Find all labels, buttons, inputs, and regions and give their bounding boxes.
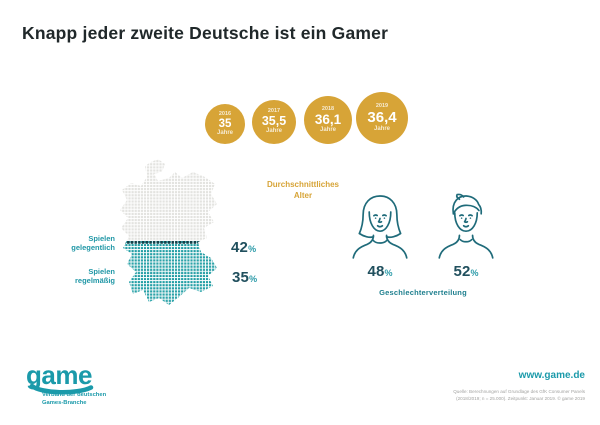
- age-circle-year: 2016: [218, 110, 232, 117]
- man-icon: [438, 193, 494, 259]
- age-circle-value: 36,1: [314, 111, 342, 127]
- average-age-caption-line2: Alter: [293, 190, 313, 200]
- age-circle-year: 2018: [321, 105, 335, 112]
- game-logo-tagline-line1: Verband der deutschen: [42, 392, 107, 398]
- age-circle-year: 2019: [375, 103, 389, 110]
- woman-icon: [352, 195, 408, 259]
- value-gender-male-unit: %: [470, 268, 479, 278]
- gender-caption: Geschlechterverteilung: [379, 288, 467, 297]
- game-logo: game: [26, 360, 92, 390]
- website-link[interactable]: www.game.de: [518, 370, 585, 381]
- source-note-line1: Quelle: Berechnungen auf Grundlage des G…: [453, 389, 585, 394]
- value-play-occasional-number: 42: [231, 239, 249, 256]
- age-circle-unit: Jahre: [216, 129, 233, 136]
- age-circle-value: 35: [218, 117, 232, 130]
- value-gender-female-unit: %: [384, 268, 393, 278]
- label-play-regular-line1: Spielen: [88, 267, 115, 276]
- age-circle-2019: 2019 36,4 Jahre: [356, 92, 408, 144]
- source-note-line2: (2018/2019; n = 25.000). Zeitpunkt: Janu…: [456, 396, 585, 402]
- age-circle-unit: Jahre: [373, 125, 390, 132]
- age-circle-2016: 2016 35 Jahre: [205, 104, 245, 144]
- value-gender-male: 52%: [436, 263, 496, 281]
- game-logo-tagline-line2: Games-Branche: [42, 399, 87, 406]
- source-note: Quelle: Berechnungen auf Grundlage des G…: [320, 388, 585, 403]
- value-play-occasional-unit: %: [248, 244, 257, 254]
- germany-dot-map: [120, 159, 217, 305]
- average-age-caption: Durchschnittliches Alter: [243, 180, 363, 202]
- age-circle-unit: Jahre: [319, 126, 336, 133]
- value-gender-male-number: 52: [453, 263, 471, 280]
- value-play-regular-number: 35: [232, 269, 250, 286]
- age-circle-2018: 2018 36,1 Jahre: [304, 96, 352, 144]
- age-circle-2017: 2017 35,5 Jahre: [252, 100, 296, 144]
- average-age-caption-line1: Durchschnittliches: [266, 180, 339, 189]
- value-play-regular: 35%: [232, 269, 257, 287]
- label-play-occasional: Spielen gelegentlich: [39, 234, 115, 252]
- map-gamer-region: [120, 241, 217, 305]
- map-nongamer-region: [120, 159, 217, 241]
- page-title: Knapp jeder zweite Deutsche ist ein Game…: [22, 23, 389, 43]
- label-play-regular-line2: regelmäßig: [74, 276, 115, 285]
- value-gender-female: 48%: [350, 263, 410, 281]
- game-logo-tagline: Verband der deutschen Games-Branche: [42, 392, 106, 407]
- label-play-occasional-line1: Spielen: [88, 234, 115, 243]
- label-play-occasional-line2: gelegentlich: [71, 243, 115, 252]
- germany-map-fill: [120, 159, 217, 305]
- value-gender-female-number: 48: [367, 263, 385, 280]
- age-circle-value: 36,4: [367, 108, 397, 126]
- value-play-occasional: 42%: [231, 239, 256, 257]
- value-play-regular-unit: %: [249, 274, 258, 284]
- label-play-regular: Spielen regelmäßig: [39, 267, 115, 285]
- age-circle-unit: Jahre: [265, 128, 282, 135]
- age-circle-value: 35,5: [261, 114, 287, 129]
- game-logo-swoosh: [29, 384, 94, 395]
- age-circle-year: 2017: [267, 108, 281, 115]
